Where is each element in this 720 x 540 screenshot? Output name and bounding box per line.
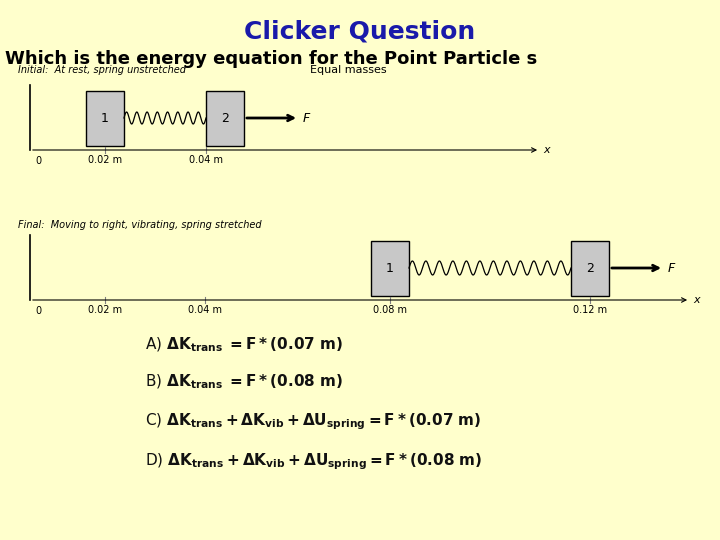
Text: B) $\mathbf{\Delta K_{trans}}$ $\mathbf{= F*(0.08\ m)}$: B) $\mathbf{\Delta K_{trans}}$ $\mathbf{… bbox=[145, 373, 343, 391]
Text: 0.02 m: 0.02 m bbox=[88, 305, 122, 315]
Text: A) $\mathbf{\Delta K_{trans}}$ $\mathbf{= F*(0.07\ m)}$: A) $\mathbf{\Delta K_{trans}}$ $\mathbf{… bbox=[145, 336, 343, 354]
Bar bbox=[571, 240, 609, 295]
Text: C) $\mathbf{\Delta K_{trans} + \Delta K_{vib} + \Delta U_{spring} = F*(0.07\ m)}: C) $\mathbf{\Delta K_{trans} + \Delta K_… bbox=[145, 411, 481, 433]
Text: x: x bbox=[693, 295, 700, 305]
Bar bbox=[86, 91, 124, 145]
Text: 0.02 m: 0.02 m bbox=[88, 155, 122, 165]
Text: Which is the energy equation for the Point Particle s: Which is the energy equation for the Poi… bbox=[5, 50, 537, 68]
Bar bbox=[206, 91, 244, 145]
Text: 0.12 m: 0.12 m bbox=[573, 305, 607, 315]
Text: 2: 2 bbox=[221, 111, 229, 125]
Text: Initial:  At rest, spring unstretched: Initial: At rest, spring unstretched bbox=[18, 65, 186, 75]
Text: 0.04 m: 0.04 m bbox=[189, 155, 223, 165]
Text: Clicker Question: Clicker Question bbox=[244, 20, 476, 44]
Text: 0: 0 bbox=[35, 306, 41, 316]
Text: 0.08 m: 0.08 m bbox=[373, 305, 407, 315]
Text: 2: 2 bbox=[586, 261, 594, 274]
Text: x: x bbox=[543, 145, 549, 155]
Text: D) $\mathbf{\Delta K_{trans} + \Delta K_{vib} + \Delta U_{spring} = F*(0.08\ m)}: D) $\mathbf{\Delta K_{trans} + \Delta K_… bbox=[145, 451, 482, 472]
Text: 0: 0 bbox=[35, 156, 41, 166]
Text: F: F bbox=[668, 261, 675, 274]
Text: 1: 1 bbox=[386, 261, 394, 274]
Text: Final:  Moving to right, vibrating, spring stretched: Final: Moving to right, vibrating, sprin… bbox=[18, 220, 261, 230]
Text: 0.04 m: 0.04 m bbox=[188, 305, 222, 315]
Bar bbox=[371, 240, 409, 295]
Text: 1: 1 bbox=[101, 111, 109, 125]
Text: Equal masses: Equal masses bbox=[310, 65, 387, 75]
Text: F: F bbox=[303, 111, 310, 125]
